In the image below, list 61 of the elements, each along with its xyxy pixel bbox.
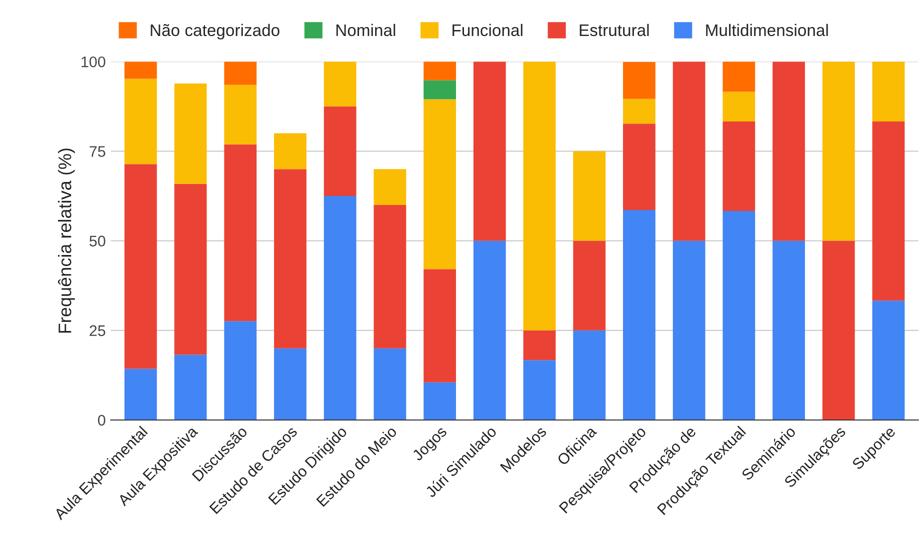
bar xyxy=(722,62,756,92)
y-tick-label: 50 xyxy=(90,236,106,246)
bar xyxy=(523,62,556,330)
bar xyxy=(124,368,157,420)
bar xyxy=(224,144,257,322)
bar xyxy=(822,240,855,420)
legend-label: Estrutural xyxy=(580,24,649,36)
bar xyxy=(872,62,905,122)
legend-label: Não categorizado xyxy=(150,24,280,40)
bar xyxy=(473,240,506,420)
bar xyxy=(224,84,257,144)
legend-label: Funcional xyxy=(452,24,522,36)
bar xyxy=(424,382,456,420)
bar xyxy=(124,164,157,369)
bar xyxy=(374,169,406,205)
bar xyxy=(573,151,606,241)
bar xyxy=(374,348,406,420)
bar xyxy=(174,354,207,420)
bar xyxy=(573,240,606,330)
bar xyxy=(324,62,356,106)
legend-label: Nominal xyxy=(336,24,396,36)
bar xyxy=(424,80,456,100)
bar xyxy=(424,62,456,80)
bar xyxy=(224,321,257,420)
bar xyxy=(523,360,556,420)
bar xyxy=(772,240,805,420)
y-tick-label: 25 xyxy=(90,325,106,336)
y-tick-label: 75 xyxy=(90,146,106,157)
bar xyxy=(523,330,556,360)
bar xyxy=(224,62,257,85)
bar xyxy=(722,92,756,122)
bar xyxy=(424,269,456,382)
bar xyxy=(274,348,306,420)
bar xyxy=(822,62,855,241)
bar xyxy=(722,211,756,420)
bar xyxy=(623,98,656,124)
bar xyxy=(174,184,207,355)
bar xyxy=(124,62,157,79)
bar xyxy=(722,121,756,212)
y-tick-label: 0 xyxy=(98,414,106,426)
bar xyxy=(672,62,706,241)
bar xyxy=(672,240,706,420)
bar xyxy=(274,169,306,348)
bar xyxy=(324,196,356,420)
bar xyxy=(174,83,207,184)
bar xyxy=(274,133,306,170)
bar xyxy=(623,124,656,210)
bar xyxy=(324,106,356,196)
legend-label: Multidimensional xyxy=(706,24,828,36)
bar xyxy=(872,300,905,420)
y-tick-label: 100 xyxy=(82,56,106,68)
bar xyxy=(623,62,656,99)
bar xyxy=(473,62,506,241)
bar xyxy=(872,121,905,301)
y-axis-title: Frequência relativa (%) xyxy=(58,148,75,333)
bar xyxy=(424,99,456,270)
bar xyxy=(573,330,606,420)
bar xyxy=(374,204,406,348)
bar xyxy=(124,78,157,164)
bar xyxy=(772,62,805,241)
bar xyxy=(623,210,656,420)
